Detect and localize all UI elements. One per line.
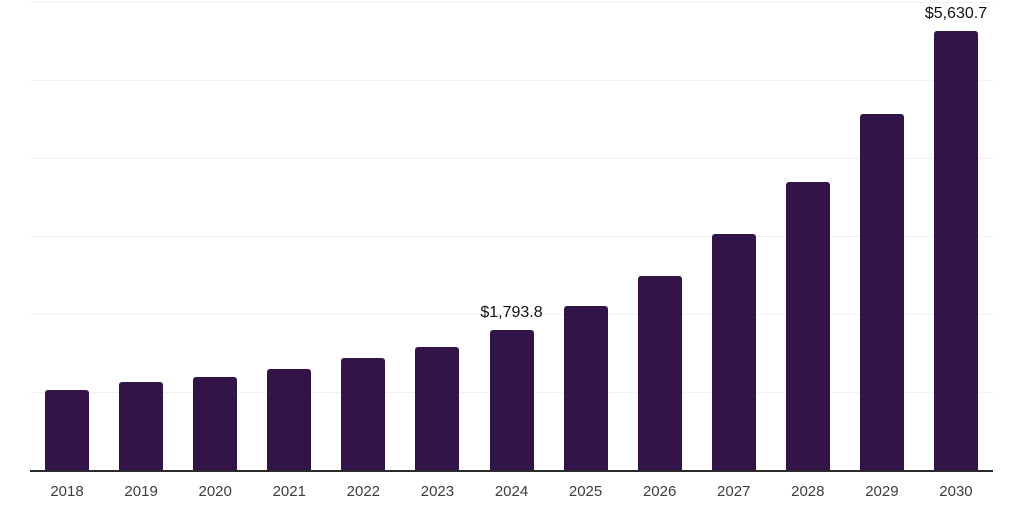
x-tick-label-2023: 2023: [420, 483, 455, 500]
x-tick-label-2022: 2022: [346, 483, 381, 500]
bar-2028: [785, 182, 830, 470]
bar-2018: [45, 390, 90, 470]
bar-2023: [415, 347, 460, 470]
x-tick-label-2021: 2021: [272, 483, 306, 500]
bar-2027: [711, 233, 756, 470]
x-tick-label-2025: 2025: [568, 483, 603, 500]
bar-2029: [859, 114, 904, 470]
bar-2022: [341, 358, 386, 470]
x-tick-label-2030: 2030: [939, 483, 973, 500]
x-tick-label-2024: 2024: [494, 483, 529, 500]
x-tick-label-2018: 2018: [50, 483, 84, 500]
gridline: [30, 79, 993, 81]
gridline: [30, 157, 993, 159]
data-label-2024: $1,793.8: [480, 303, 543, 321]
x-tick-label-2027: 2027: [717, 483, 751, 500]
bar-2026: [637, 276, 682, 470]
gridline: [30, 313, 993, 315]
bar-2020: [193, 376, 238, 470]
bar-2021: [267, 368, 312, 470]
bar-2019: [119, 381, 164, 470]
bar-2024: [489, 330, 534, 470]
x-tick-label-2026: 2026: [642, 483, 677, 500]
data-label-2030: $5,630.7: [924, 4, 988, 22]
bar-2025: [563, 306, 608, 470]
plot-area: $1,793.8 $5,630.7: [30, 0, 993, 472]
x-tick-label-2020: 2020: [198, 483, 232, 500]
x-tick-label-2019: 2019: [124, 483, 158, 500]
x-tick-label-2028: 2028: [791, 483, 825, 500]
x-tick-label-2029: 2029: [865, 483, 899, 500]
gridline: [30, 1, 993, 3]
bar-2030: [933, 30, 978, 470]
gridline: [30, 235, 993, 237]
